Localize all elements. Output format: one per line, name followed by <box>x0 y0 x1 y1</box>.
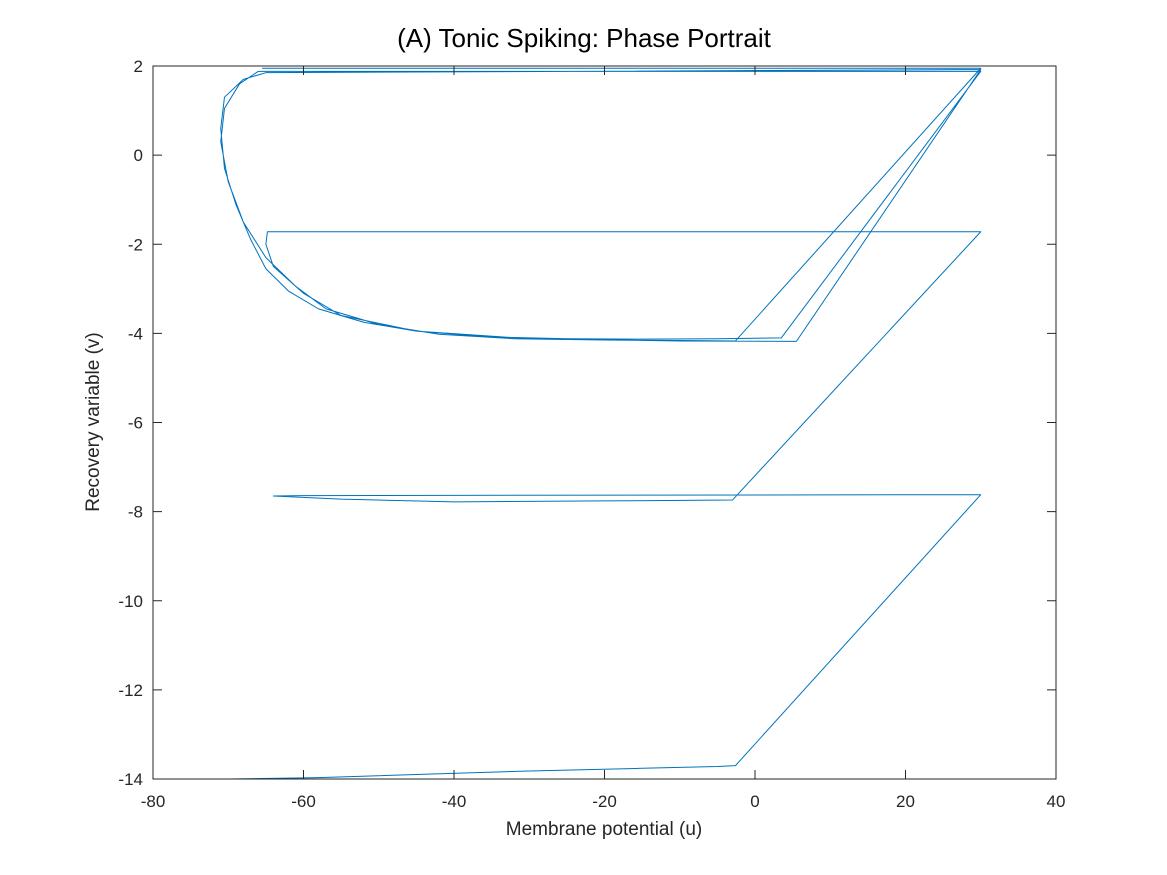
y-tick-label: -12 <box>118 681 143 700</box>
y-tick-label: -6 <box>128 414 143 433</box>
series-layer <box>220 67 982 780</box>
y-tick-label: -8 <box>128 503 143 522</box>
y-tick-label: -4 <box>128 324 143 343</box>
x-axis-label: Membrane potential (u) <box>506 819 702 840</box>
plot-area <box>153 66 1056 779</box>
y-tick-label: 0 <box>134 146 143 165</box>
y-tick-label: 2 <box>134 57 143 76</box>
y-axis-label: Recovery variable (v) <box>83 332 104 512</box>
x-tick-label: 40 <box>1047 792 1066 811</box>
y-axis: -14 -12 -10 -8 -6 -4 -2 0 2 <box>118 57 1056 789</box>
x-tick-label: 20 <box>896 792 915 811</box>
x-tick-label: -80 <box>141 792 166 811</box>
x-tick-label: 0 <box>750 792 759 811</box>
y-tick-label: -10 <box>118 592 143 611</box>
trajectory-line <box>220 67 982 780</box>
y-tick-label: -14 <box>118 770 143 789</box>
x-tick-label: -20 <box>592 792 617 811</box>
chart-title: (A) Tonic Spiking: Phase Portrait <box>397 23 772 53</box>
x-tick-label: -60 <box>291 792 316 811</box>
y-tick-label: -2 <box>128 235 143 254</box>
x-tick-label: -40 <box>442 792 467 811</box>
x-axis: -80 -60 -40 -20 0 20 40 <box>141 66 1066 811</box>
